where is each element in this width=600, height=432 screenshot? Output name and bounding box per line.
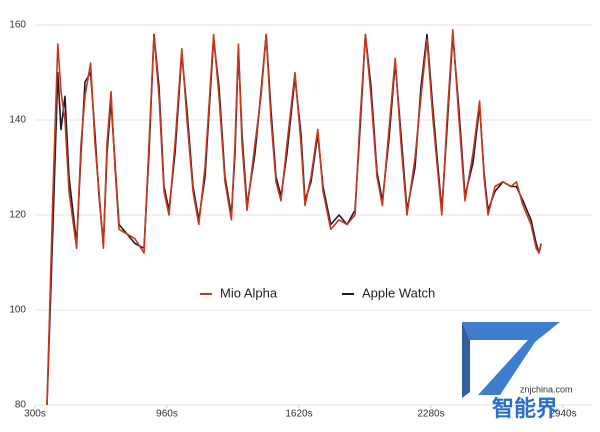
legend-label: Apple Watch [362,285,435,300]
y-tick-label: 100 [9,305,26,316]
y-tick-label: 140 [9,115,26,126]
watermark-site: znjchina.com [520,384,573,394]
legend-label: Mio Alpha [220,285,278,300]
series-line [46,29,542,406]
y-tick-label: 80 [15,400,27,411]
y-tick-label: 120 [9,210,26,221]
x-tick-label: 2280s [417,409,444,420]
y-tick-label: 160 [9,20,26,31]
legend: Mio Alpha Apple Watch [200,285,435,300]
watermark-name: 智能界 [492,396,558,421]
watermark: znjchina.com 智能界 [462,322,573,421]
watermark-logo [462,322,470,398]
x-tick-label: 2940s [549,409,576,420]
x-tick-label: 300s [24,409,46,420]
watermark-logo [462,322,560,395]
x-tick-label: 960s [156,409,178,420]
x-tick-label: 1620s [285,409,312,420]
